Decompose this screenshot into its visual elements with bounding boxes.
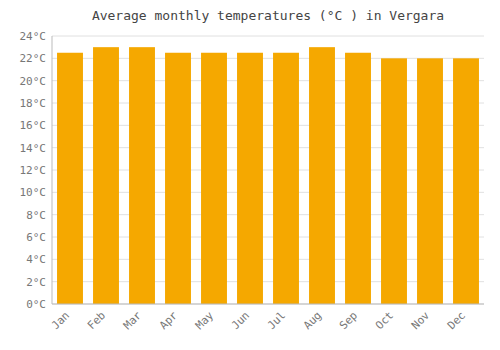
chart-svg: Average monthly temperatures (°C ) in Ve… — [0, 0, 500, 350]
bar — [201, 53, 227, 304]
x-tick-label: Apr — [157, 309, 181, 333]
bar — [273, 53, 299, 304]
y-tick-label: 14°C — [20, 142, 47, 155]
bar — [309, 47, 335, 304]
bar — [129, 47, 155, 304]
x-tick-label: Dec — [445, 309, 468, 332]
bar — [381, 58, 407, 304]
y-tick-label: 18°C — [20, 97, 47, 110]
bar — [165, 53, 191, 304]
x-tick-label: Nov — [409, 309, 433, 333]
y-tick-label: 4°C — [26, 253, 46, 266]
y-grid — [52, 36, 484, 304]
chart-title: Average monthly temperatures (°C ) in Ve… — [92, 8, 444, 23]
y-tick-label: 22°C — [20, 52, 47, 65]
y-tick-label: 10°C — [20, 186, 47, 199]
x-tick-label: Jun — [229, 309, 252, 332]
grid-line — [52, 304, 484, 305]
x-tick-label: Aug — [301, 309, 324, 332]
y-tick-label: 24°C — [20, 30, 47, 43]
x-tick-label: Oct — [373, 309, 396, 332]
x-tick-label: May — [193, 309, 217, 333]
x-tick-label: Feb — [85, 309, 108, 332]
bar — [453, 58, 479, 304]
grid-line — [52, 36, 484, 37]
x-tick-label: Mar — [121, 309, 145, 333]
y-tick-label: 2°C — [26, 276, 46, 289]
y-tick-label: 20°C — [20, 75, 47, 88]
bar — [237, 53, 263, 304]
x-tick-label: Jan — [49, 309, 72, 332]
y-axis-line — [52, 36, 53, 304]
y-tick-label: 0°C — [26, 298, 46, 311]
bar — [345, 53, 371, 304]
y-tick-label: 8°C — [26, 209, 46, 222]
bar — [417, 58, 443, 304]
bar — [93, 47, 119, 304]
y-tick-label: 12°C — [20, 164, 47, 177]
x-tick-label: Sep — [337, 309, 360, 332]
bars — [57, 47, 479, 304]
y-tick-label: 16°C — [20, 119, 47, 132]
x-axis-line — [52, 304, 484, 305]
x-tick-label: Jul — [265, 309, 288, 332]
chart-container: Average monthly temperatures (°C ) in Ve… — [0, 0, 500, 350]
y-tick-label: 6°C — [26, 231, 46, 244]
bar — [57, 53, 83, 304]
